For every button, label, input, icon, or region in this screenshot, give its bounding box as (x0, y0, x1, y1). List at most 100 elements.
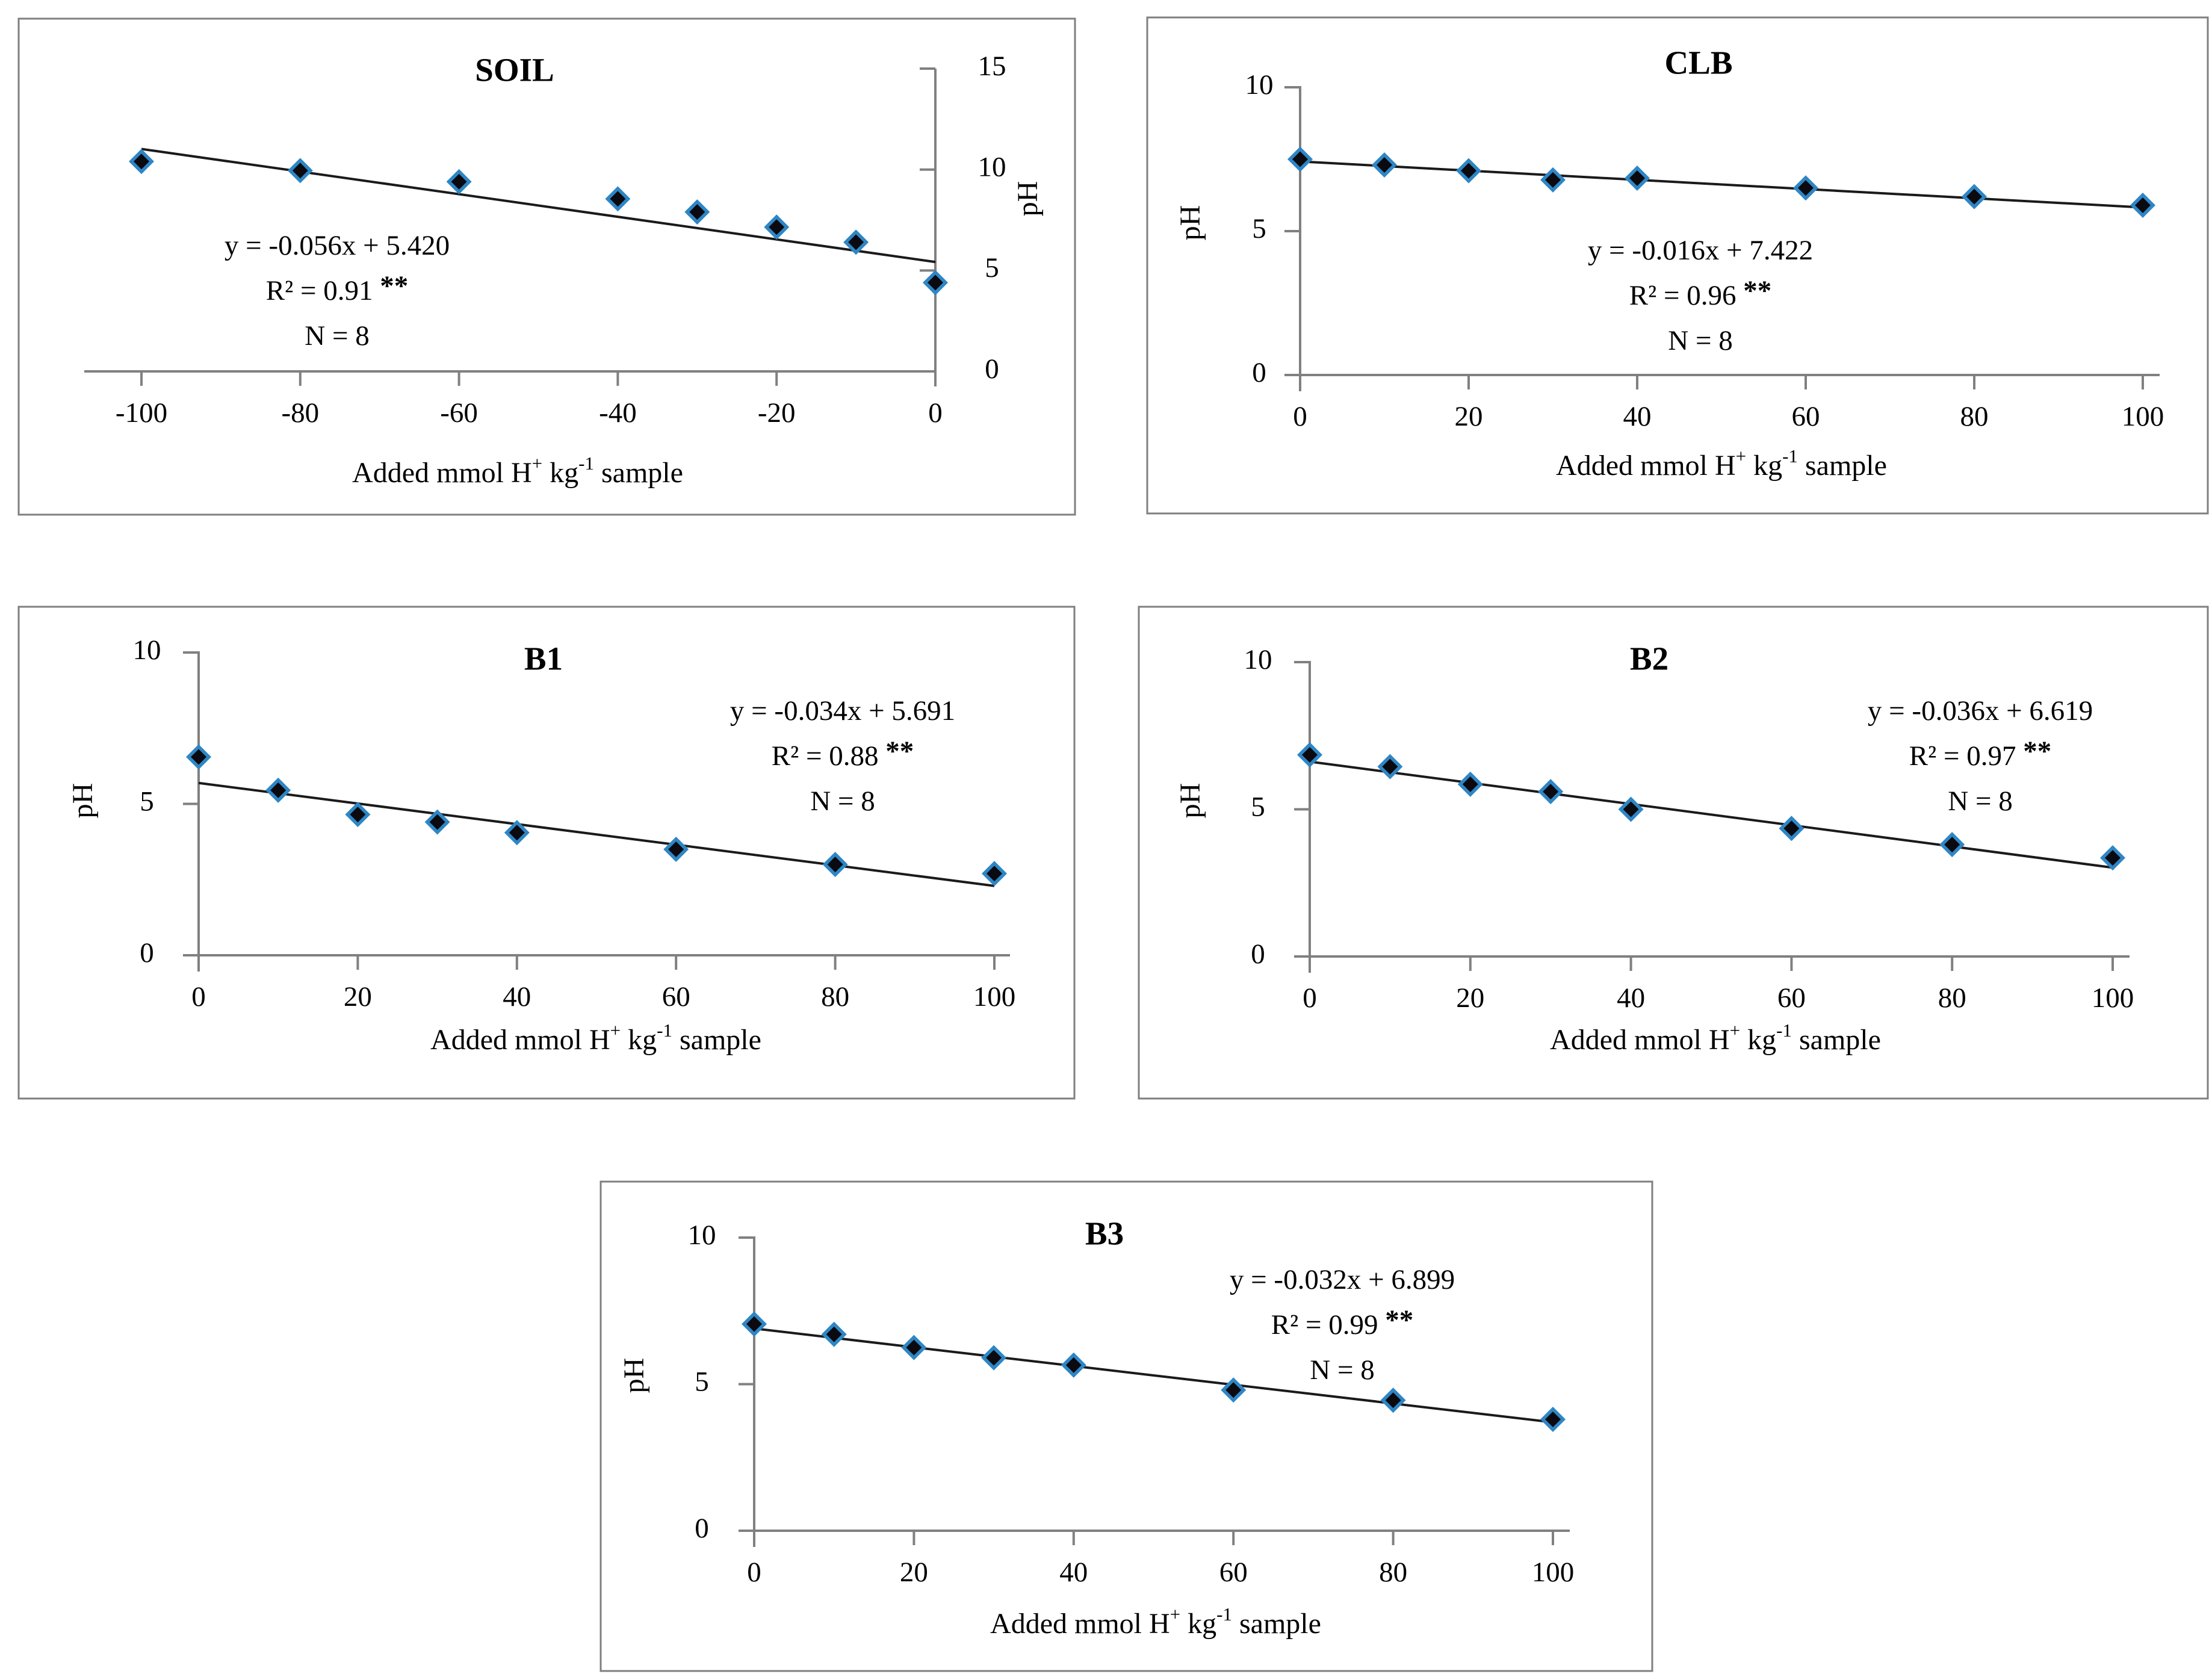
x-tick-label: 60 (662, 981, 690, 1012)
data-point-diamond (668, 841, 684, 857)
data-point-diamond (689, 204, 705, 220)
trend-line (141, 147, 936, 264)
equation-block: y = -0.032x + 6.899 R² = 0.99 ** N = 8 (1230, 1264, 1455, 1386)
chart-title: CLB (1664, 45, 1732, 81)
x-tick-label: 100 (2122, 401, 2164, 432)
data-point-diamond (1545, 1411, 1561, 1427)
chart-panel-clb: 0 20 40 60 80 100 0 5 10 CLB y = -0.016x + 7.422 R²… (1146, 16, 2209, 515)
y-tick-label: 5 (1252, 213, 1266, 244)
x-tick-label: 100 (1532, 1557, 1575, 1588)
x-tick-label: 80 (1960, 401, 1989, 432)
x-axis-label: Added mmol H+ kg-1 sample (1550, 1020, 1881, 1056)
r-squared-text: R² = 0.88 ** (772, 736, 914, 772)
n-count-text: N = 8 (1948, 786, 2012, 817)
equation-text: y = -0.034x + 5.691 (730, 695, 955, 727)
x-tick-label: 40 (1059, 1557, 1088, 1588)
data-point-diamond (1225, 1382, 1242, 1398)
data-point-diamond (986, 1350, 1002, 1366)
data-point-diamond (2135, 197, 2151, 213)
data-point-diamond (429, 814, 445, 830)
y-tick-label: 5 (985, 252, 999, 284)
data-point-diamond (1461, 163, 1476, 179)
chart-panel-b2: 0 20 40 60 80 100 0 5 10 B2 y = -0.036x + 6.619 R² … (1138, 606, 2209, 1100)
x-tick-label: -60 (440, 397, 478, 429)
x-tick-label: 60 (1219, 1557, 1248, 1588)
data-points (186, 744, 1007, 887)
equation-text: y = -0.016x + 7.422 (1588, 235, 1813, 266)
axes: 0 20 40 60 80 100 0 5 10 (133, 634, 1016, 1012)
x-axis-label: Added mmol H+ kg-1 sample (352, 453, 683, 489)
data-point-diamond (610, 191, 626, 207)
x-tick-label: 40 (503, 981, 531, 1012)
x-tick-label: 0 (1293, 401, 1307, 432)
data-point-diamond (270, 782, 287, 798)
y-tick-label: 0 (695, 1513, 709, 1544)
n-count-text: N = 8 (1668, 325, 1732, 356)
data-point-diamond (1623, 801, 1639, 817)
equation-block: y = -0.034x + 5.691 R² = 0.88 ** N = 8 (730, 695, 955, 817)
significance-stars: ** (2023, 736, 2051, 767)
axes: 0 20 40 60 80 100 0 5 10 (1245, 69, 2164, 432)
data-points (1287, 146, 2155, 218)
x-tick-label: 0 (928, 397, 943, 429)
y-tick-label: 0 (985, 353, 999, 385)
data-point-diamond (1302, 747, 1318, 763)
x-tick-label: 0 (1303, 982, 1317, 1014)
axes: -100 -80 -60 -40 -20 0 0 5 10 15 (84, 51, 1006, 429)
x-tick-label: 100 (2092, 982, 2134, 1014)
chart-panel-b3: 0 20 40 60 80 100 0 5 10 B3 y = -0.032x + 6.899 R² … (599, 1180, 1653, 1672)
equation-text: y = -0.032x + 6.899 (1230, 1264, 1455, 1295)
equation-block: y = -0.056x + 5.420 R² = 0.91 ** N = 8 (225, 230, 450, 352)
data-point-diamond (769, 219, 785, 235)
r-squared-text: R² = 0.91 ** (266, 270, 408, 306)
y-tick-label: 10 (133, 634, 161, 666)
y-tick-label: 0 (140, 937, 154, 969)
data-point-diamond (292, 163, 308, 179)
x-axis-label: Added mmol H+ kg-1 sample (430, 1020, 761, 1056)
x-tick-label: 60 (1777, 982, 1806, 1014)
x-axis-label: Added mmol H+ kg-1 sample (1556, 445, 1887, 482)
data-point-diamond (451, 173, 467, 190)
data-point-diamond (1462, 776, 1478, 792)
data-point-diamond (350, 807, 366, 823)
chart-panel-b1: 0 20 40 60 80 100 0 5 10 B1 y = -0.034x + 5.691 R² … (17, 606, 1076, 1100)
y-tick-label: 10 (688, 1220, 716, 1251)
equation-block: y = -0.036x + 6.619 R² = 0.97 ** N = 8 (1868, 695, 2093, 817)
x-tick-label: 20 (344, 981, 372, 1012)
y-tick-label: 10 (1245, 69, 1274, 101)
data-point-diamond (134, 153, 149, 170)
panel-border (1146, 16, 2209, 515)
data-point-diamond (1385, 1392, 1401, 1409)
x-tick-label: -20 (758, 397, 796, 429)
x-tick-label: 20 (900, 1557, 928, 1588)
data-point-diamond (1292, 151, 1308, 167)
data-point-diamond (1798, 180, 1814, 196)
y-tick-label: 5 (695, 1366, 709, 1397)
chart-panel-soil: -100 -80 -60 -40 -20 0 0 5 10 15 SOIL y = -0.056x +… (17, 17, 1076, 516)
x-tick-label: 20 (1456, 982, 1484, 1014)
equation-block: y = -0.016x + 7.422 R² = 0.96 ** N = 8 (1588, 235, 1813, 356)
y-tick-label: 15 (978, 51, 1006, 82)
significance-stars: ** (1385, 1304, 1413, 1336)
panel-border (599, 1180, 1653, 1672)
y-axis-label: pH (67, 783, 99, 819)
significance-stars: ** (1743, 275, 1771, 306)
x-tick-label: -80 (281, 397, 319, 429)
n-count-text: N = 8 (1310, 1354, 1374, 1386)
trend-line (754, 1327, 1554, 1424)
data-point-diamond (1543, 784, 1559, 800)
chart-title: SOIL (475, 52, 554, 88)
significance-stars: ** (380, 270, 408, 302)
r-squared-text: R² = 0.99 ** (1271, 1304, 1413, 1341)
chart-title: B3 (1085, 1215, 1124, 1252)
data-point-diamond (746, 1316, 762, 1332)
x-tick-label: 0 (747, 1557, 761, 1588)
panel-border (17, 606, 1076, 1100)
trend-line (1300, 160, 2143, 209)
x-tick-label: 20 (1455, 401, 1483, 432)
data-point-diamond (191, 749, 206, 765)
n-count-text: N = 8 (810, 786, 875, 817)
chart-title: B2 (1630, 640, 1668, 677)
x-tick-label: 100 (973, 981, 1016, 1012)
y-tick-label: 5 (1251, 791, 1265, 822)
